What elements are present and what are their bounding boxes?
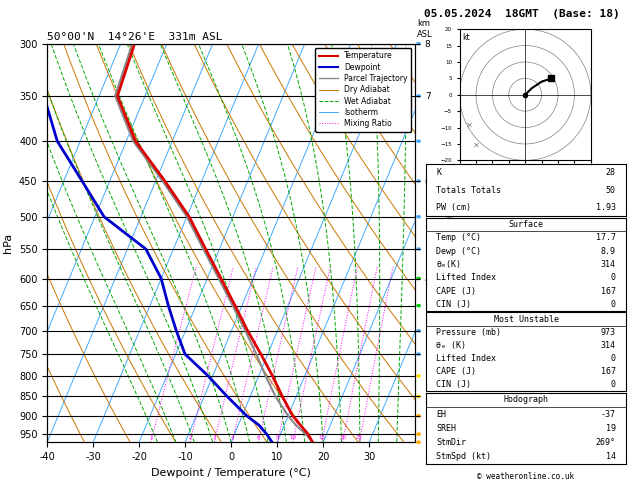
Text: Lifted Index: Lifted Index	[437, 273, 496, 282]
Legend: Temperature, Dewpoint, Parcel Trajectory, Dry Adiabat, Wet Adiabat, Isotherm, Mi: Temperature, Dewpoint, Parcel Trajectory…	[315, 48, 411, 132]
Text: 3: 3	[213, 435, 216, 440]
Text: 05.05.2024  18GMT  (Base: 18): 05.05.2024 18GMT (Base: 18)	[424, 9, 620, 19]
Text: CAPE (J): CAPE (J)	[437, 367, 476, 376]
Text: 10: 10	[289, 435, 296, 440]
Text: 0: 0	[611, 300, 616, 309]
Text: CIN (J): CIN (J)	[437, 380, 471, 389]
Text: ✕: ✕	[473, 140, 480, 149]
Text: 314: 314	[601, 341, 616, 350]
Text: -37: -37	[601, 410, 616, 418]
Text: 314: 314	[601, 260, 616, 269]
Text: Hodograph: Hodograph	[504, 395, 548, 404]
Text: 50: 50	[606, 186, 616, 194]
Text: 0: 0	[611, 380, 616, 389]
Text: Surface: Surface	[509, 220, 543, 229]
Text: 973: 973	[601, 328, 616, 337]
Text: SREH: SREH	[437, 424, 457, 433]
Text: 28: 28	[606, 168, 616, 177]
Text: CIN (J): CIN (J)	[437, 300, 471, 309]
Text: Temp (°C): Temp (°C)	[437, 233, 481, 242]
Text: Totals Totals: Totals Totals	[437, 186, 501, 194]
Text: 8: 8	[276, 435, 279, 440]
X-axis label: Dewpoint / Temperature (°C): Dewpoint / Temperature (°C)	[151, 468, 311, 478]
Text: 17.7: 17.7	[596, 233, 616, 242]
Text: kt: kt	[462, 33, 470, 42]
Text: 167: 167	[601, 287, 616, 295]
Text: 8.9: 8.9	[601, 246, 616, 256]
Text: θₑ (K): θₑ (K)	[437, 341, 467, 350]
Text: StmDir: StmDir	[437, 438, 467, 447]
Text: 6: 6	[257, 435, 260, 440]
Text: EH: EH	[437, 410, 447, 418]
Text: 1: 1	[149, 435, 153, 440]
Text: 2: 2	[188, 435, 192, 440]
Text: 25: 25	[356, 435, 363, 440]
Text: © weatheronline.co.uk: © weatheronline.co.uk	[477, 472, 574, 481]
Text: Most Unstable: Most Unstable	[494, 314, 559, 324]
Text: 15: 15	[318, 435, 325, 440]
Text: StmSpd (kt): StmSpd (kt)	[437, 452, 491, 462]
Text: Pressure (mb): Pressure (mb)	[437, 328, 501, 337]
Text: 1.93: 1.93	[596, 203, 616, 212]
Text: 4: 4	[230, 435, 234, 440]
Text: 0: 0	[611, 354, 616, 363]
Text: 14: 14	[606, 452, 616, 462]
Text: 50°00'N  14°26'E  331m ASL: 50°00'N 14°26'E 331m ASL	[47, 32, 223, 42]
Text: Lifted Index: Lifted Index	[437, 354, 496, 363]
Text: 19: 19	[606, 424, 616, 433]
Text: 167: 167	[601, 367, 616, 376]
Y-axis label: hPa: hPa	[3, 233, 13, 253]
Text: PW (cm): PW (cm)	[437, 203, 471, 212]
Text: km
ASL: km ASL	[417, 19, 433, 39]
Text: CAPE (J): CAPE (J)	[437, 287, 476, 295]
Text: 269°: 269°	[596, 438, 616, 447]
Text: θₑ(K): θₑ(K)	[437, 260, 462, 269]
Y-axis label: Mixing Ratio (g/kg): Mixing Ratio (g/kg)	[443, 200, 452, 286]
Text: K: K	[437, 168, 442, 177]
Text: 20: 20	[339, 435, 347, 440]
Text: 0: 0	[611, 273, 616, 282]
Text: Dewp (°C): Dewp (°C)	[437, 246, 481, 256]
Text: ✕: ✕	[466, 121, 473, 130]
